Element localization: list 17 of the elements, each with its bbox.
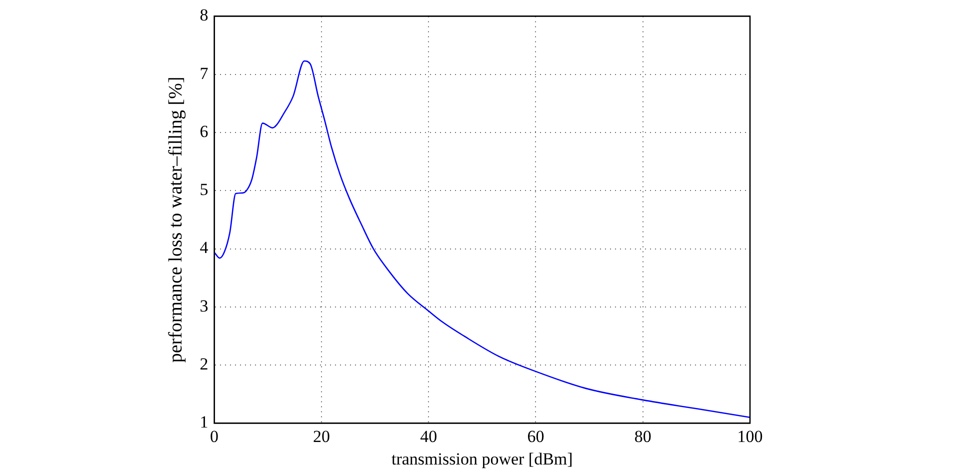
y-tick-label: 7 — [200, 64, 209, 83]
x-tick-label: 100 — [737, 426, 763, 446]
line-series — [214, 60, 750, 418]
x-tick-label: 60 — [527, 426, 544, 446]
y-tick-label: 3 — [200, 296, 208, 316]
x-axis-title: transmission power [dBm] — [391, 449, 573, 468]
y-tick-label: 5 — [200, 180, 208, 200]
x-tick-label: 20 — [312, 426, 330, 446]
x-tick-label: 80 — [634, 426, 652, 446]
y-tick-label: 6 — [200, 122, 208, 141]
y-tick-label: 2 — [200, 354, 208, 374]
x-tick-label: 0 — [210, 426, 219, 446]
x-tick-label: 40 — [420, 426, 438, 446]
y-tick-label: 8 — [200, 6, 208, 25]
y-tick-label: 4 — [200, 238, 209, 258]
y-axis-title: performance loss to water–filling [%] — [165, 76, 186, 363]
y-tick-label: 1 — [200, 412, 208, 432]
